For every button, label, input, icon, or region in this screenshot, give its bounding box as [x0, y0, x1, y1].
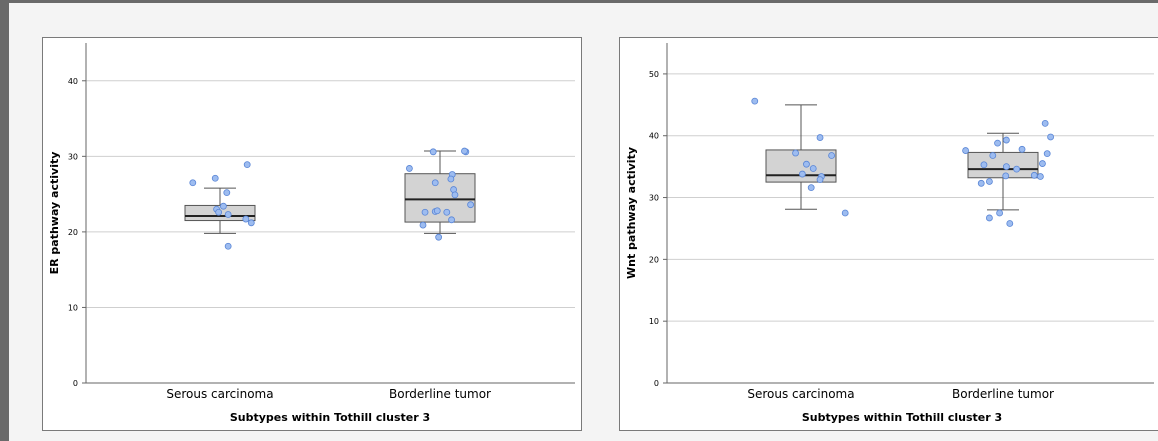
data-point [1002, 172, 1010, 180]
y-tick-label: 30 [68, 152, 78, 161]
data-point [435, 233, 443, 241]
box-iqr [765, 149, 837, 183]
x-category-label: Borderline tumor [952, 387, 1054, 401]
data-point [433, 207, 441, 215]
box-iqr [404, 173, 476, 223]
data-point [467, 201, 475, 209]
x-category-label: Borderline tumor [389, 387, 491, 401]
data-point [989, 152, 997, 159]
data-point [828, 152, 836, 159]
data-point [448, 216, 455, 224]
data-point [247, 219, 255, 227]
y-tick-label: 50 [649, 70, 659, 79]
data-point [985, 214, 993, 222]
data-point [1013, 165, 1021, 173]
data-point [1047, 133, 1055, 141]
y-tick-label: 40 [68, 77, 78, 86]
data-point [421, 208, 429, 216]
y-tick-label: 10 [649, 317, 659, 326]
data-point [243, 161, 251, 169]
data-point [405, 165, 413, 172]
data-point [816, 176, 824, 184]
data-point [224, 242, 232, 250]
x-category-label: Serous carcinoma [747, 387, 854, 401]
data-point [807, 184, 815, 192]
data-point [223, 189, 231, 197]
data-point [841, 209, 849, 217]
data-point [798, 170, 806, 178]
data-point [1006, 220, 1014, 227]
data-point [751, 97, 759, 105]
y-tick-label: 0 [654, 379, 659, 388]
x-axis-title: Subtypes within Tothill cluster 3 [230, 411, 430, 424]
er-pathway-chart-panel: 0 10 20 30 40 Serous carcinoma Borderline tumo… [42, 37, 582, 431]
box-iqr [967, 151, 1039, 179]
y-axis-title: Wnt pathway activity [625, 147, 638, 279]
data-point [1018, 145, 1026, 153]
data-point [431, 179, 439, 187]
data-point [224, 211, 232, 218]
data-point [189, 179, 197, 187]
y-tick-label: 20 [649, 255, 659, 264]
x-category-label: Serous carcinoma [166, 387, 273, 401]
y-tick-label: 30 [649, 194, 659, 203]
data-point [816, 134, 824, 141]
y-tick-label: 0 [73, 379, 78, 388]
data-point [219, 202, 227, 210]
data-point [985, 178, 993, 185]
data-point [803, 160, 810, 168]
data-point [461, 147, 468, 155]
y-tick-label: 20 [68, 228, 78, 237]
data-point [994, 139, 1001, 147]
data-point [996, 209, 1004, 217]
er-pathway-boxplot: 0 10 20 30 40 Serous carcinoma Borderline tumo… [48, 43, 575, 424]
wnt-pathway-chart-panel: 0 10 20 30 40 50 Serous carcinoma Borderline tu… [619, 37, 1158, 431]
data-point [215, 208, 223, 216]
data-point [1043, 150, 1051, 158]
wnt-pathway-boxplot: 0 10 20 30 40 50 Serous carcinoma Borderline tu… [625, 43, 1154, 424]
data-point [977, 179, 985, 187]
data-point [1039, 160, 1046, 167]
data-point [242, 215, 250, 223]
data-point [962, 147, 970, 154]
data-point [1036, 173, 1044, 180]
y-tick-label: 10 [68, 303, 78, 312]
data-point [1041, 119, 1049, 127]
y-tick-label: 40 [649, 132, 659, 141]
data-point [809, 165, 817, 172]
data-point [419, 221, 427, 229]
data-point [447, 175, 455, 183]
data-point [980, 161, 988, 169]
data-point [792, 149, 799, 157]
data-point [451, 191, 459, 199]
data-point [429, 148, 437, 156]
data-point [1030, 171, 1038, 179]
x-axis-title: Subtypes within Tothill cluster 3 [802, 411, 1002, 424]
data-point [211, 174, 219, 182]
y-axis-title: ER pathway activity [48, 152, 61, 275]
data-point [443, 208, 451, 216]
data-point [1002, 136, 1010, 144]
data-point [1002, 163, 1010, 171]
